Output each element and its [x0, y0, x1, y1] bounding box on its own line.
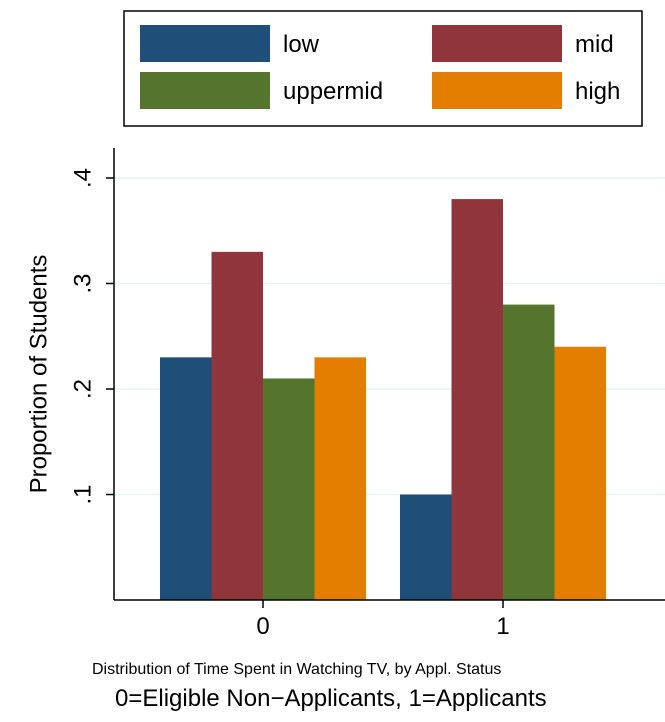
bar-low-1 [400, 495, 452, 601]
x-tick-label: 0 [256, 613, 269, 640]
legend-swatch-uppermid [140, 72, 270, 109]
bar-high-1 [555, 347, 607, 600]
legend-swatch-low [140, 25, 270, 62]
y-tick-label: .3 [69, 273, 96, 293]
bar-low-0 [160, 357, 212, 600]
bar-mid-0 [212, 252, 264, 600]
y-ticks: .1 .2 .3 .4 [69, 168, 114, 505]
bar-uppermid-1 [503, 305, 555, 600]
chart-caption: 0=Eligible Non−Applicants, 1=Applicants [115, 685, 547, 712]
legend: low mid uppermid high [124, 11, 642, 126]
bars [160, 199, 606, 600]
y-axis-title: Proportion of Students [25, 255, 52, 494]
legend-swatch-high [432, 72, 562, 109]
legend-label-mid: mid [575, 31, 614, 58]
chart-note: Distribution of Time Spent in Watching T… [92, 661, 501, 678]
y-tick-label: .4 [69, 168, 96, 188]
bar-uppermid-0 [263, 378, 315, 600]
legend-label-high: high [575, 78, 620, 105]
bar-high-0 [315, 357, 367, 600]
x-tick-label: 1 [496, 613, 509, 640]
y-tick-label: .2 [69, 379, 96, 399]
legend-label-uppermid: uppermid [283, 78, 383, 105]
legend-label-low: low [283, 31, 320, 58]
bar-mid-1 [452, 199, 504, 600]
legend-swatch-mid [432, 25, 562, 62]
y-tick-label: .1 [69, 484, 96, 504]
